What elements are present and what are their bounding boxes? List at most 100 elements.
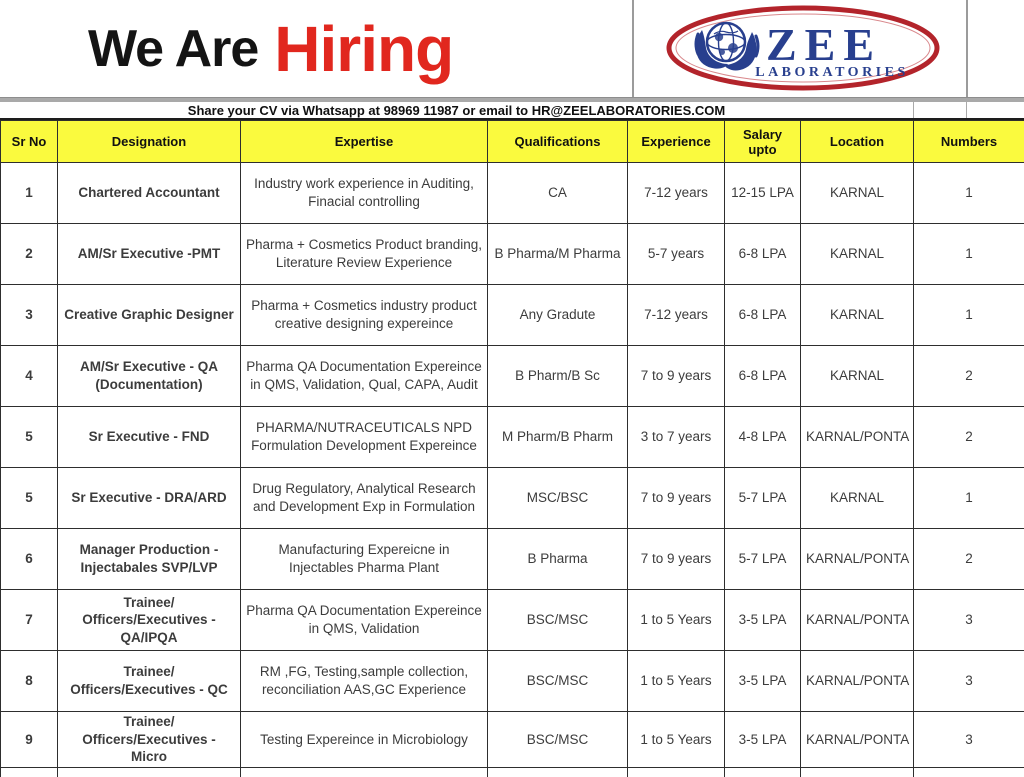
divider-band [0,97,1024,102]
cv-banner-text: Share your CV via Whatsapp at 98969 1198… [187,102,726,118]
cell-location: KARNAL/PONTA [800,711,914,768]
title-we-are: We Are [88,20,259,78]
cell-salary: 12-15 LPA [724,162,801,224]
cell-expertise: Pharma + Cosmetics industry product crea… [240,284,488,346]
cell-location: KARNAL/PONTA [800,528,914,590]
cell-qualifications: Any Gradute [487,284,628,346]
cell-designation: Trainee/ Officers/Executives - QC [57,650,241,712]
column-header-sr-no: Sr No [0,120,58,163]
cell-experience: 7 to 9 years [627,345,725,407]
cv-banner: Share your CV via Whatsapp at 98969 1198… [0,102,1024,120]
cell-location: KARNAL [800,467,914,529]
column-header-numbers: Numbers [913,120,1024,163]
globe-in-hands-icon: ZEE LABORATORIES [666,5,940,91]
table-row: 5 Sr Executive - DRA/ARD Drug Regulatory… [0,467,1024,529]
cell-qualifications: BSC/MSC [487,711,628,768]
cell-numbers: 3 [913,650,1024,712]
cell-expertise: Pharma + Cosmetics Product branding, Lit… [240,223,488,285]
cell-designation: Trainee/ Officers/Executives - QA/IPQA [57,589,241,651]
cell-salary: 3-5 LPA [724,711,801,768]
cell-numbers: 1 [913,467,1024,529]
cell-salary: 4-8 LPA [724,406,801,468]
cell-qualifications: CA [487,162,628,224]
jobs-table: Sr No Designation Expertise Qualificatio… [0,120,1024,777]
cell-location [800,766,914,777]
cell-location: KARNAL [800,345,914,407]
cell-numbers: 1 [913,284,1024,346]
cell-designation [57,766,241,777]
cv-banner-cell: Share your CV via Whatsapp at 98969 1198… [0,102,913,118]
cell-location: KARNAL [800,162,914,224]
cell-qualifications: B Pharm/B Sc [487,345,628,407]
cell-experience: 1 to 5 Years [627,711,725,768]
cell-sr-no: 9 [0,711,58,768]
cell-expertise: Industry work experience in Auditing, Fi… [240,162,488,224]
cell-sr-no [0,766,58,777]
cell-qualifications: M Pharm/B Pharm [487,406,628,468]
cell-location: KARNAL [800,284,914,346]
table-row: 7 Trainee/ Officers/Executives - QA/IPQA… [0,589,1024,651]
cell-experience: 7-12 years [627,162,725,224]
cell-expertise: Drug Regulatory, Analytical Research and… [240,467,488,529]
cell-sr-no: 3 [0,284,58,346]
table-header-row: Sr No Designation Expertise Qualificatio… [0,120,1024,163]
banner-gridline [966,102,967,118]
cell-salary: 5-7 LPA [724,467,801,529]
cell-experience: 1 to 5 Years [627,650,725,712]
cell-numbers: 3 [913,711,1024,768]
column-header-expertise: Expertise [240,120,488,163]
column-header-qualifications: Qualifications [487,120,628,163]
cell-salary: 3-5 LPA [724,650,801,712]
cell-salary: 6-8 LPA [724,223,801,285]
jobs-table-body: 1 Chartered Accountant Industry work exp… [0,162,1024,777]
cell-designation: Trainee/ Officers/Executives - Micro [57,711,241,768]
cell-experience [627,766,725,777]
header-gridline [966,0,968,97]
table-row: 6 Manager Production - Injectabales SVP/… [0,528,1024,590]
cell-sr-no: 5 [0,406,58,468]
cell-experience: 3 to 7 years [627,406,725,468]
cell-sr-no: 5 [0,467,58,529]
logo-laboratories-text: LABORATORIES [755,65,909,80]
cell-location: KARNAL/PONTA [800,589,914,651]
cell-location: KARNAL [800,223,914,285]
cell-salary [724,766,801,777]
logo-zee-text: ZEE [766,19,882,70]
table-row: 3 Creative Graphic Designer Pharma + Cos… [0,284,1024,346]
cell-numbers: 2 [913,528,1024,590]
cell-expertise: Pharma QA Documentation Expereince in QM… [240,589,488,651]
cell-sr-no: 6 [0,528,58,590]
column-header-designation: Designation [57,120,241,163]
cell-experience: 7 to 9 years [627,528,725,590]
table-row: 8 Trainee/ Officers/Executives - QC RM ,… [0,650,1024,712]
cell-sr-no: 2 [0,223,58,285]
cell-sr-no: 8 [0,650,58,712]
cell-qualifications [487,766,628,777]
cell-numbers: 1 [913,223,1024,285]
cell-salary: 5-7 LPA [724,528,801,590]
column-header-location: Location [800,120,914,163]
table-row: 4 AM/Sr Executive - QA (Documentation) P… [0,345,1024,407]
column-header-salary-upto: Salary upto [724,120,801,163]
cell-experience: 7-12 years [627,284,725,346]
cell-location: KARNAL/PONTA [800,406,914,468]
cell-qualifications: BSC/MSC [487,589,628,651]
column-header-experience: Experience [627,120,725,163]
zee-laboratories-logo: ZEE LABORATORIES [664,4,944,94]
cell-expertise: RM ,FG, Testing,sample collection, recon… [240,650,488,712]
table-row: 9 Trainee/ Officers/Executives - Micro T… [0,711,1024,768]
cell-numbers [913,766,1024,777]
table-row: 5 Sr Executive - FND PHARMA/NUTRACEUTICA… [0,406,1024,468]
cell-designation: Creative Graphic Designer [57,284,241,346]
cell-designation: AM/Sr Executive - QA (Documentation) [57,345,241,407]
cell-expertise: Manufacturing Expereicne in Injectables … [240,528,488,590]
cell-expertise: Testing Expereince in Microbiology [240,711,488,768]
cell-designation: Manager Production - Injectabales SVP/LV… [57,528,241,590]
cell-expertise [240,766,488,777]
cell-salary: 3-5 LPA [724,589,801,651]
table-row: 1 Chartered Accountant Industry work exp… [0,162,1024,224]
cell-experience: 5-7 years [627,223,725,285]
cell-sr-no: 1 [0,162,58,224]
cell-expertise: PHARMA/NUTRACEUTICALS NPD Formulation De… [240,406,488,468]
